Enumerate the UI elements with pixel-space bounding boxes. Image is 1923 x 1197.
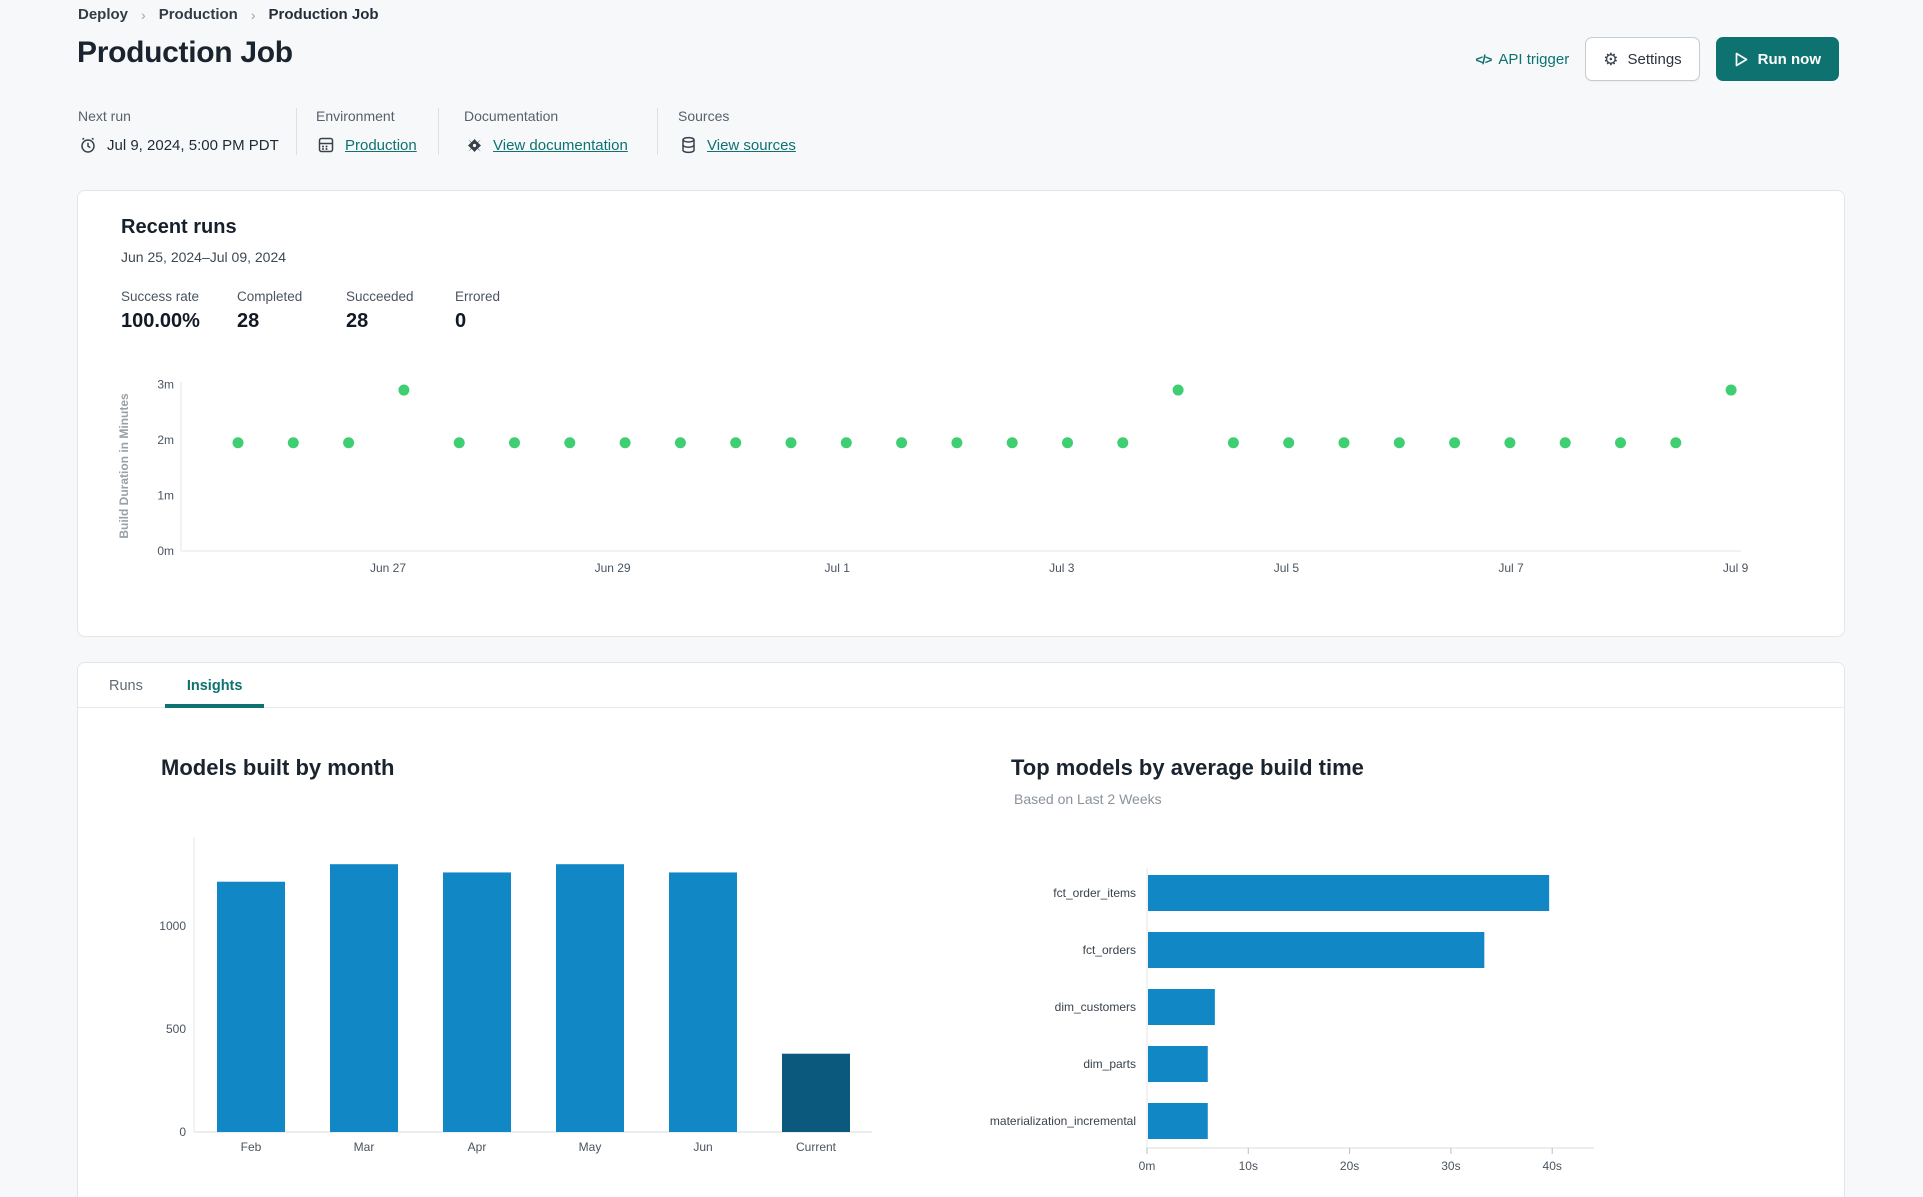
build-duration-chart: Build Duration in Minutes 0m 1m 2m 3m Jun 27 J… [78, 366, 1846, 606]
meta-sources: Sources View sources [657, 108, 820, 155]
page-title: Production Job [77, 36, 293, 69]
svg-text:1000: 1000 [159, 919, 186, 933]
svg-text:Jul 9: Jul 9 [1723, 561, 1749, 575]
svg-text:dim_customers: dim_customers [1055, 1000, 1136, 1014]
svg-text:0m: 0m [1139, 1159, 1156, 1173]
svg-text:Current: Current [796, 1140, 837, 1154]
tab-insights[interactable]: Insights [164, 671, 265, 708]
documentation-label: Documentation [464, 108, 559, 124]
recent-runs-date-range: Jun 25, 2024–Jul 09, 2024 [121, 249, 287, 265]
svg-text:Feb: Feb [241, 1140, 262, 1154]
tab-runs[interactable]: Runs [109, 678, 143, 694]
alarm-clock-icon [78, 135, 98, 155]
top-models-title: Top models by average build time [1011, 755, 1364, 780]
breadcrumb-production[interactable]: Production [158, 6, 238, 23]
svg-text:Mar: Mar [354, 1140, 375, 1154]
job-meta-row: Next run Jul 9, 2024, 5:00 PM PDT Enviro… [78, 108, 820, 155]
svg-text:Jul 3: Jul 3 [1049, 561, 1075, 575]
svg-text:20s: 20s [1340, 1159, 1359, 1173]
meta-documentation: Documentation View documentation [438, 108, 657, 155]
svg-text:fct_orders: fct_orders [1083, 943, 1136, 957]
month-bar-svg: 0 500 1000 Feb Mar Apr May Jun Current [159, 837, 872, 1154]
svg-text:fct_order_items: fct_order_items [1053, 886, 1136, 900]
models-built-title: Models built by month [161, 755, 395, 780]
run-now-label: Run now [1757, 50, 1821, 68]
recent-runs-title: Recent runs [121, 216, 237, 238]
next-run-value: Jul 9, 2024, 5:00 PM PDT [107, 136, 279, 154]
svg-text:dim_parts: dim_parts [1083, 1057, 1136, 1071]
svg-text:2m: 2m [157, 433, 174, 447]
svg-text:Jun: Jun [693, 1140, 712, 1154]
scatter-svg: Build Duration in Minutes 0m 1m 2m 3m Jun 27 J… [117, 378, 1749, 576]
stat-completed: Completed 28 [237, 289, 303, 332]
svg-text:500: 500 [166, 1022, 186, 1036]
svg-text:1m: 1m [157, 489, 174, 503]
svg-text:Jul 7: Jul 7 [1498, 561, 1524, 575]
tab-bar: Runs Insights [78, 671, 1844, 708]
gear-icon: ⚙ [1603, 49, 1619, 69]
top-models-subtitle: Based on Last 2 Weeks [1014, 791, 1162, 807]
svg-text:Apr: Apr [468, 1140, 487, 1154]
svg-text:30s: 30s [1441, 1159, 1460, 1173]
sources-label: Sources [678, 108, 730, 124]
recent-runs-card: Recent runs Jun 25, 2024–Jul 09, 2024 Su… [77, 190, 1845, 637]
code-icon: </> [1475, 51, 1493, 67]
svg-text:Jun 27: Jun 27 [370, 561, 406, 575]
run-now-button[interactable]: Run now [1715, 37, 1839, 81]
svg-text:0: 0 [179, 1125, 186, 1139]
svg-text:May: May [579, 1140, 602, 1154]
svg-text:0m: 0m [157, 544, 174, 558]
meta-next-run: Next run Jul 9, 2024, 5:00 PM PDT [78, 108, 296, 155]
chevron-right-icon: › [250, 6, 256, 23]
next-run-label: Next run [78, 108, 131, 124]
settings-label: Settings [1627, 50, 1682, 68]
breadcrumb: Deploy › Production › Production Job [78, 6, 379, 23]
svg-text:10s: 10s [1239, 1159, 1258, 1173]
environment-link[interactable]: Production [345, 136, 417, 154]
stat-success-rate: Success rate 100.00% [121, 289, 200, 332]
api-trigger-link[interactable]: </> API trigger [1476, 51, 1570, 68]
stat-succeeded: Succeeded 28 [346, 289, 414, 332]
svg-text:3m: 3m [157, 378, 174, 392]
svg-text:materialization_incremental: materialization_incremental [990, 1114, 1136, 1128]
chevron-right-icon: › [141, 6, 146, 23]
view-documentation-link[interactable]: View documentation [493, 136, 628, 154]
stat-errored: Errored 0 [455, 289, 501, 332]
meta-environment: Environment Production [296, 108, 438, 155]
view-sources-link[interactable]: View sources [707, 136, 796, 154]
play-icon [1734, 51, 1749, 67]
svg-text:Jul 1: Jul 1 [825, 561, 851, 575]
svg-text:Jul 5: Jul 5 [1274, 561, 1300, 575]
models-built-chart: 0 500 1000 Feb Mar Apr May Jun Current [78, 833, 978, 1178]
svg-text:Jun 29: Jun 29 [595, 561, 631, 575]
recent-runs-stats: Success rate 100.00% Completed 28 Succee… [121, 289, 500, 333]
svg-text:Build Duration in Minutes: Build Duration in Minutes [117, 393, 131, 539]
api-trigger-label: API trigger [1498, 50, 1570, 68]
top-models-svg: 0m 10s 20s 30s 40s fct_order_items fct_ordersd… [990, 868, 1594, 1173]
svg-text:40s: 40s [1543, 1159, 1562, 1173]
environment-icon [316, 135, 336, 155]
breadcrumb-production-job: Production Job [268, 6, 379, 23]
environment-label: Environment [316, 108, 395, 124]
runs-insights-card: Runs Insights Models built by month Top … [77, 662, 1845, 1197]
dbt-logo-icon [464, 135, 484, 155]
settings-button[interactable]: ⚙ Settings [1585, 37, 1700, 81]
database-icon [678, 135, 698, 155]
header-actions: </> API trigger ⚙ Settings Run now [1476, 36, 1839, 82]
breadcrumb-deploy[interactable]: Deploy [78, 6, 129, 23]
